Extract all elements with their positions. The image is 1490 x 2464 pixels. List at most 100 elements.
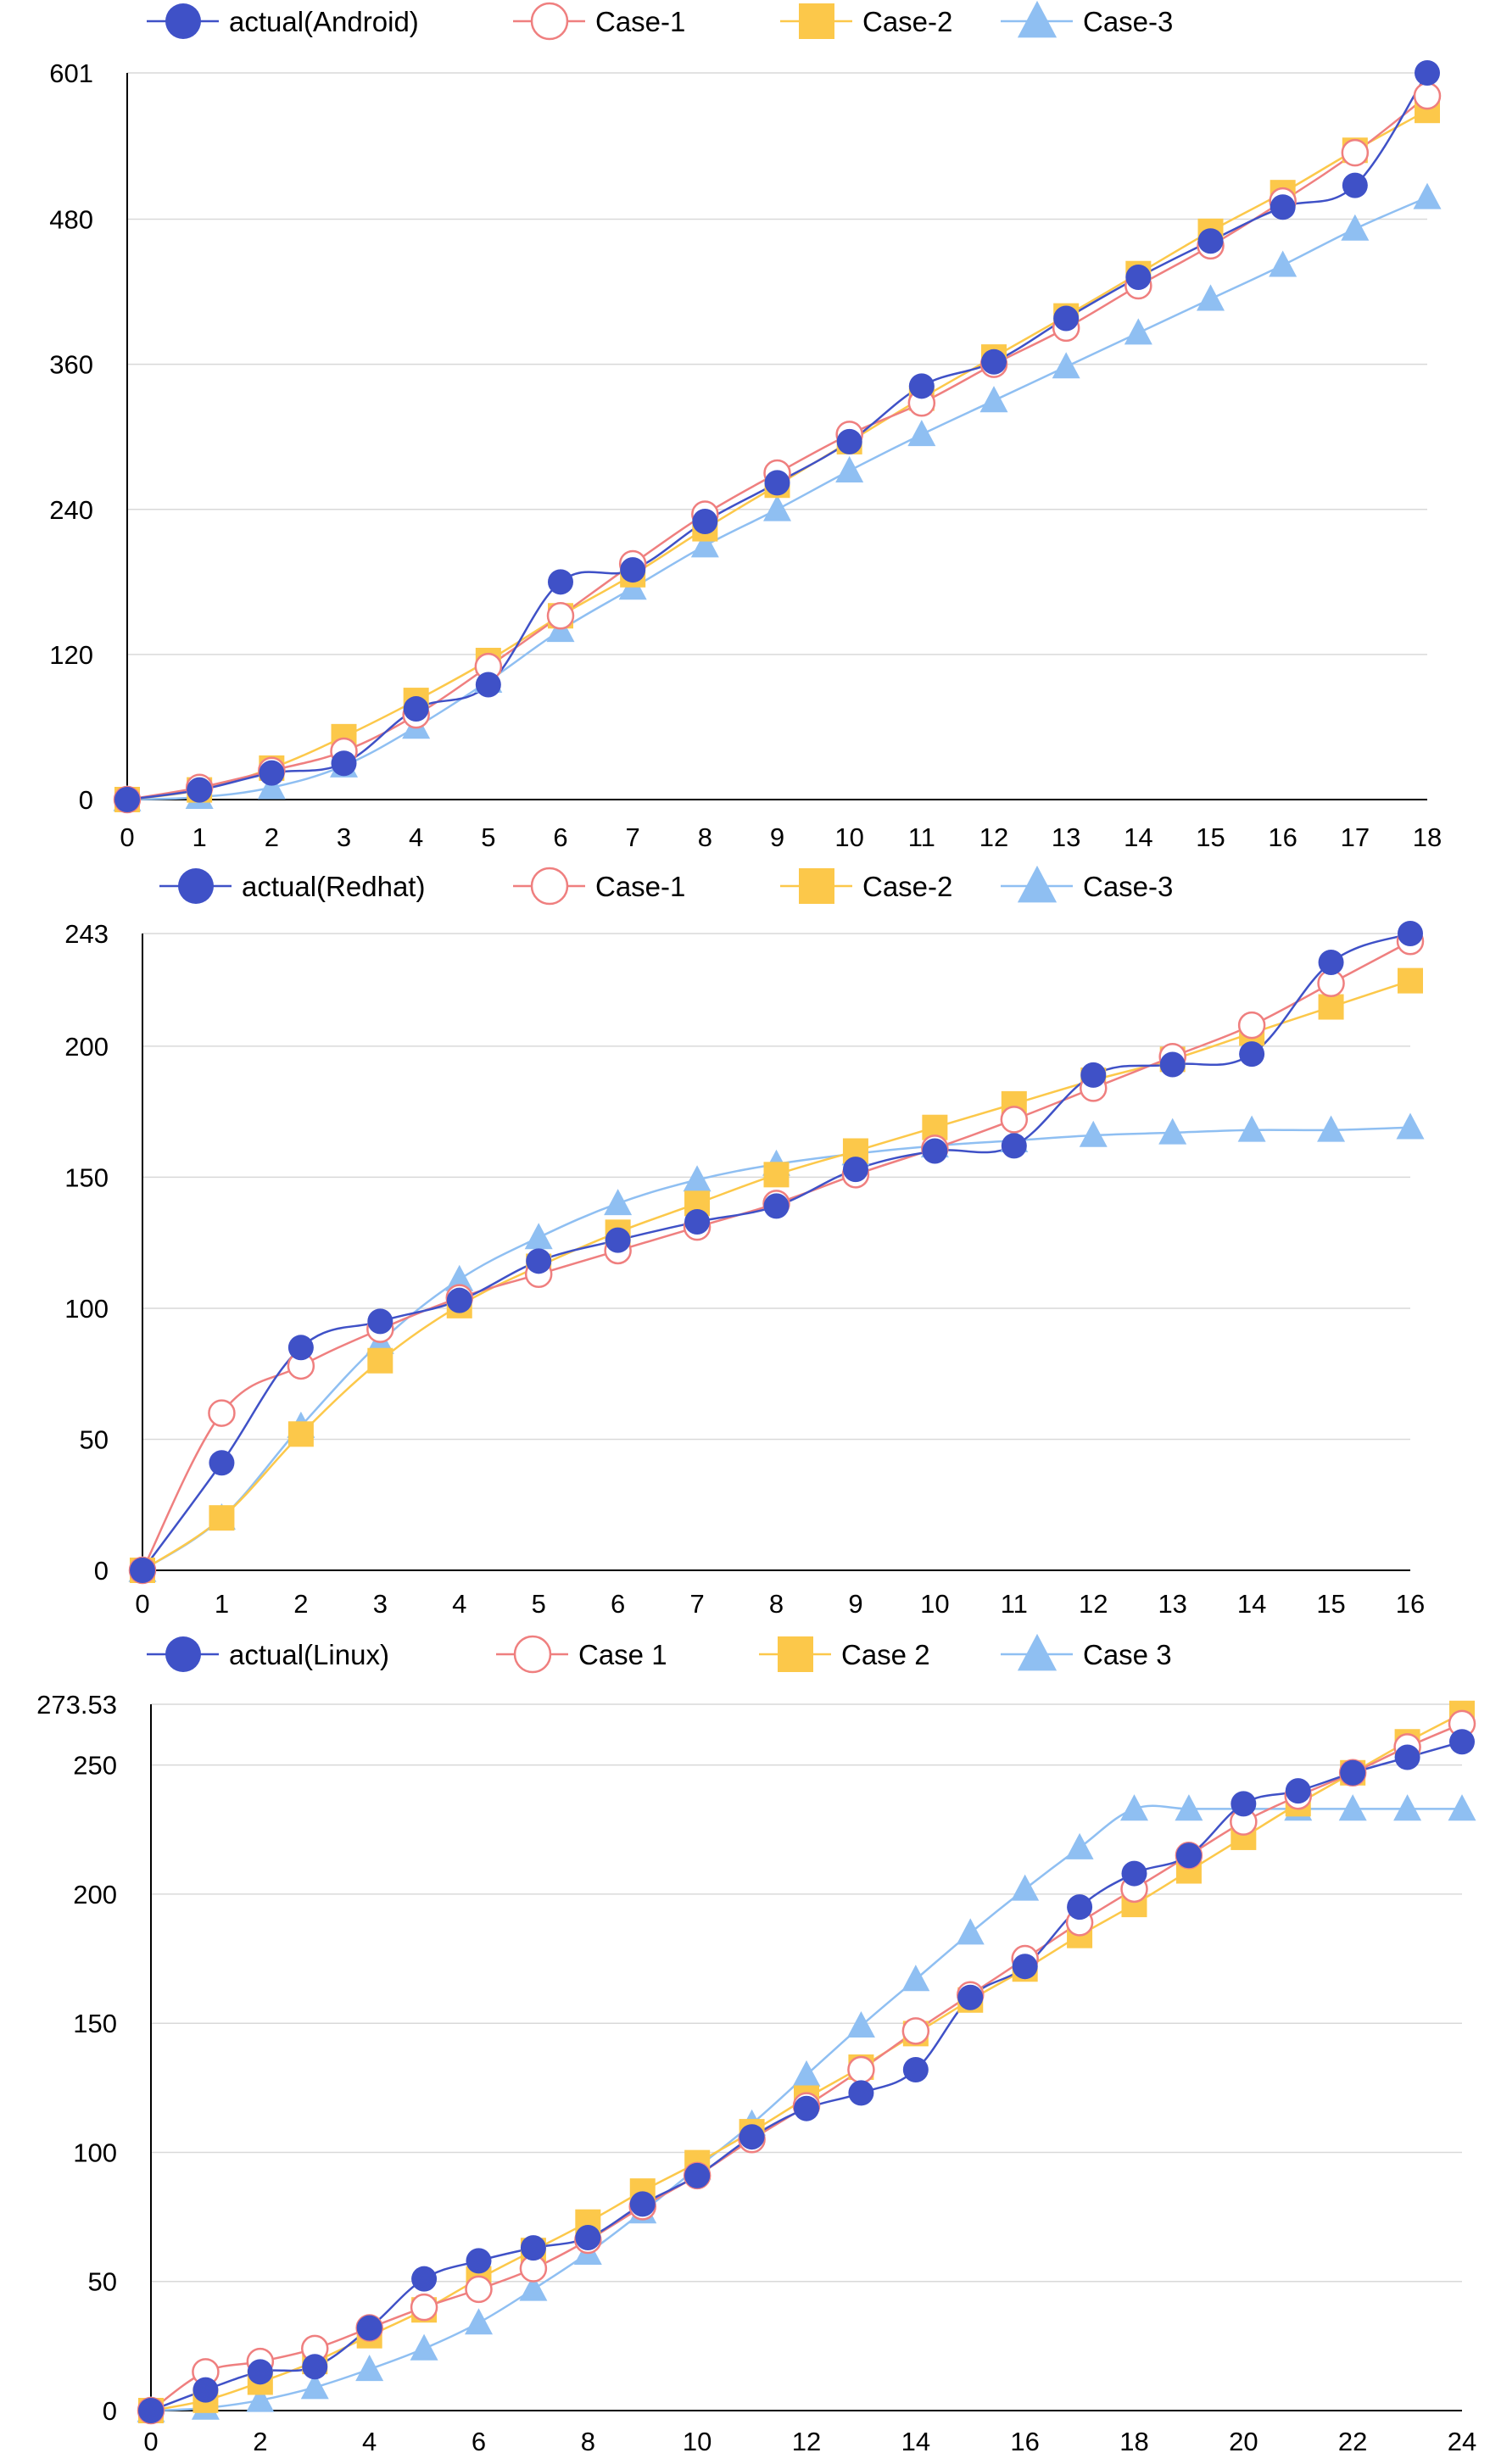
data-point-dot: [114, 787, 140, 812]
data-point-dot: [629, 2191, 656, 2217]
legend-entry: Case-2: [780, 3, 952, 39]
data-point-dot: [684, 2162, 711, 2188]
x-tick-label: 2: [253, 2427, 267, 2456]
data-point-dot: [957, 1984, 984, 2010]
data-point-triangle: [445, 1264, 474, 1291]
x-tick-label: 9: [770, 822, 784, 852]
data-point-triangle: [846, 2010, 875, 2038]
data-point-triangle: [1065, 1832, 1094, 1859]
x-tick-label: 12: [792, 2427, 821, 2456]
data-point-circle: [208, 1399, 236, 1427]
y-tick-label: 120: [49, 640, 93, 670]
data-point-triangle: [835, 455, 864, 482]
legend-entry: Case-3: [1001, 0, 1173, 38]
data-point-dot: [763, 1193, 790, 1219]
data-point-dot: [1231, 1791, 1257, 1817]
x-tick-label: 0: [143, 2427, 158, 2456]
x-tick-label: 12: [1079, 1589, 1108, 1619]
data-point-triangle: [1052, 352, 1080, 379]
data-point-dot: [526, 1248, 552, 1274]
y-tick-label: 273.53: [36, 1690, 117, 1720]
data-point-triangle: [1079, 1120, 1108, 1147]
data-point-triangle: [792, 2060, 821, 2087]
data-point-dot: [1001, 1133, 1027, 1159]
data-point-triangle: [519, 2274, 548, 2301]
data-point-square: [763, 1162, 790, 1188]
legend-label: actual(Redhat): [242, 871, 425, 902]
legend-label: actual(Linux): [229, 1639, 389, 1670]
x-tick-label: 3: [373, 1589, 388, 1619]
data-point-triangle: [1341, 214, 1370, 241]
series-line-circle: [141, 940, 1411, 1571]
data-point-square: [287, 1421, 314, 1447]
data-point-square: [1318, 994, 1344, 1020]
legend-marker-square: [799, 868, 834, 904]
data-point-triangle: [1124, 318, 1152, 345]
x-tick-label: 7: [689, 1589, 704, 1619]
x-tick-label: 14: [1124, 822, 1152, 852]
legend-entry: actual(Linux): [147, 1636, 389, 1672]
legend-label: Case-1: [595, 871, 685, 902]
data-point-square: [209, 1505, 235, 1531]
legend-entry: Case 3: [1001, 1633, 1172, 1671]
y-tick-label: 0: [79, 785, 93, 815]
data-point-triangle: [683, 1165, 712, 1192]
data-point-dot: [794, 2095, 819, 2121]
x-tick-label: 13: [1052, 822, 1080, 852]
data-point-dot: [130, 1558, 155, 1583]
series-line-square: [126, 109, 1428, 801]
data-point-triangle: [246, 2385, 275, 2412]
x-tick-label: 10: [834, 822, 863, 852]
legend-entry: Case 1: [496, 1635, 667, 1674]
data-point-triangle: [1338, 1794, 1367, 1821]
x-tick-label: 6: [553, 822, 567, 852]
x-tick-label: 6: [472, 2427, 486, 2456]
data-point-dot: [411, 2266, 438, 2292]
data-point-dot: [848, 2080, 874, 2106]
legend-marker-triangle: [1017, 0, 1058, 38]
legend-marker-square: [799, 3, 834, 39]
y-tick-label: 50: [80, 1424, 109, 1454]
data-point-dot: [356, 2315, 382, 2341]
legend-marker-circle: [530, 2, 569, 41]
legend-label: Case-3: [1083, 871, 1173, 902]
data-point-dot: [1080, 1062, 1107, 1088]
x-tick-label: 10: [683, 2427, 712, 2456]
y-tick-label: 100: [64, 1294, 109, 1324]
data-point-dot: [446, 1287, 472, 1313]
data-point-triangle: [1396, 1112, 1425, 1140]
x-tick-label: 5: [532, 1589, 546, 1619]
y-tick-label: 243: [64, 919, 109, 949]
legend-entry: Case-3: [1001, 865, 1173, 903]
x-tick-label: 24: [1448, 2427, 1476, 2456]
data-point-triangle: [907, 420, 936, 447]
x-tick-label: 7: [626, 822, 640, 852]
data-point-dot: [1340, 1759, 1366, 1786]
data-point-dot: [187, 777, 213, 803]
data-point-dot: [1449, 1729, 1475, 1755]
data-point-circle: [901, 2017, 930, 2045]
y-tick-label: 150: [64, 1162, 109, 1192]
x-tick-label: 14: [1237, 1589, 1266, 1619]
legend-label: Case-2: [862, 6, 952, 37]
data-point-triangle: [1393, 1794, 1422, 1821]
legend-entry: actual(Android): [147, 3, 419, 39]
data-point-circle: [1237, 1011, 1266, 1040]
legend-marker-circle: [530, 867, 569, 906]
x-tick-label: 1: [215, 1589, 229, 1619]
data-point-dot: [1012, 1954, 1038, 1980]
series-line-dot: [126, 72, 1429, 801]
data-point-dot: [1285, 1778, 1311, 1804]
x-tick-label: 14: [901, 2427, 930, 2456]
data-point-dot: [1125, 264, 1152, 290]
data-point-triangle: [355, 2355, 384, 2382]
data-point-dot: [1415, 60, 1440, 86]
data-point-triangle: [1011, 1874, 1040, 1901]
data-point-dot: [575, 2224, 601, 2250]
data-point-dot: [466, 2248, 492, 2274]
data-point-dot: [548, 569, 573, 595]
legend-entry: actual(Redhat): [159, 868, 425, 904]
data-point-triangle: [956, 1918, 985, 1945]
